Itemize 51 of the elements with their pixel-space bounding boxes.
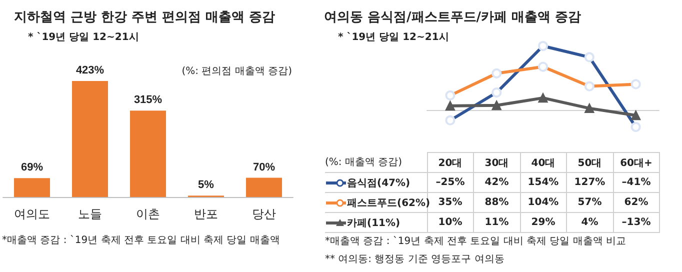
category-label: 60대+ <box>620 158 652 168</box>
point <box>538 93 548 103</box>
data-label: 57% <box>566 192 613 212</box>
x-tick-label: 여의도 <box>14 207 50 221</box>
data-label: 127% <box>566 172 613 192</box>
data-label: 4% <box>566 212 613 232</box>
data-label: 62% <box>613 192 660 212</box>
data-label: 29% <box>520 212 566 232</box>
data-label: 5% <box>198 179 214 192</box>
data-label: –13% <box>613 212 660 232</box>
data-label: 69% <box>20 162 44 174</box>
data-label: 11% <box>474 212 520 232</box>
data-label: –25% <box>427 172 474 192</box>
text: (%: 매출액 증감) <box>325 156 404 170</box>
x-tick-label: 이촌 <box>136 207 160 221</box>
bar <box>14 178 50 197</box>
category-label: 50대 <box>578 158 602 168</box>
bar <box>130 110 166 197</box>
text: *매출액 증감 : `19년 축제 전후 토요일 대비 축제 당일 매출액 <box>2 234 280 247</box>
point <box>492 100 502 110</box>
text: (%: 편의점 매출액 증감) <box>182 65 292 78</box>
data-label: 154% <box>520 172 566 192</box>
bar <box>72 81 108 197</box>
data-label: 70% <box>252 161 276 174</box>
bar <box>246 178 282 197</box>
legend-label: 카페(11%) <box>347 218 400 228</box>
category-label: 20대 <box>438 158 462 168</box>
chart-title: 지하철역 근방 한강 주변 편의점 매출액 증감 <box>14 9 276 26</box>
data-label: 10% <box>427 212 474 232</box>
x-tick-label: 반포 <box>194 207 218 221</box>
category-label: 30대 <box>484 158 509 168</box>
category-label: 40대 <box>531 158 556 168</box>
point <box>584 104 594 114</box>
data-label: –41% <box>613 172 660 192</box>
chart-subtitle: * `19년 당일 12~21시 <box>338 31 449 44</box>
point <box>445 101 455 111</box>
chart-title: 여의동 음식점/패스트푸드/카페 매출액 증감 <box>324 9 582 26</box>
data-label: 315% <box>134 94 162 106</box>
text: *매출액 증감 : `19년 축제 전후 토요일 대비 축제 당일 매출액 비교 <box>325 235 626 248</box>
x-tick-label: 당산 <box>252 207 276 221</box>
data-label: 42% <box>474 172 520 192</box>
data-label: 35% <box>438 197 462 208</box>
data-label: 104% <box>520 192 566 212</box>
data-label: 88% <box>474 192 520 212</box>
legend-label: 음식점(47%) <box>347 178 410 188</box>
x-tick-label: 노들 <box>78 207 102 221</box>
data-label: 423% <box>76 64 104 76</box>
chart-subtitle: * `19년 당일 12~21시 <box>28 31 139 44</box>
legend-label: 패스트푸드(62%) <box>347 198 430 208</box>
point <box>631 110 641 120</box>
text: ** 여의동: 행정동 기준 영등포구 여의동 <box>325 253 504 266</box>
